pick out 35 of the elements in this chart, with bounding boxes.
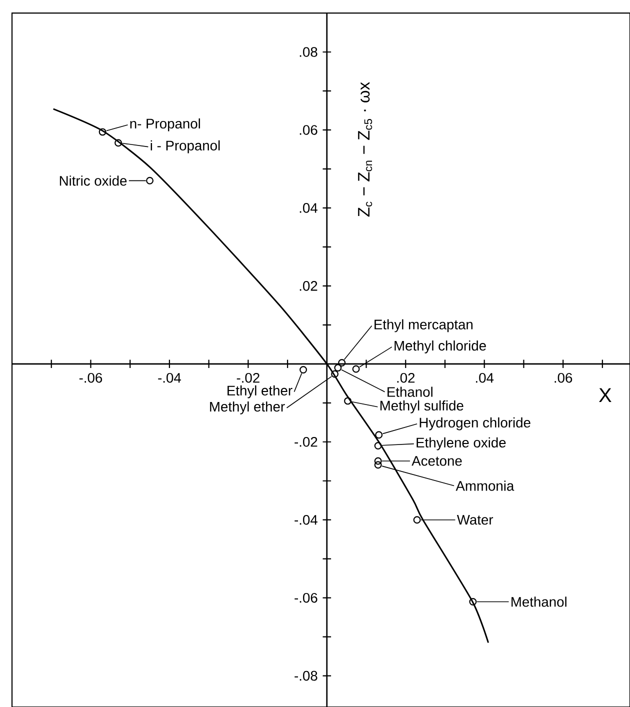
annotation: Methyl ether xyxy=(210,401,285,414)
y-tick-label: -.08 xyxy=(294,670,318,681)
x-tick-label: -.02 xyxy=(236,372,260,383)
x-tick-label: .04 xyxy=(476,372,494,383)
y-tick-label: -.06 xyxy=(294,592,318,603)
annotation: Methanol xyxy=(512,596,566,607)
point xyxy=(331,370,339,378)
x-tick-label: .02 xyxy=(397,372,415,383)
y-tick-label: .02 xyxy=(300,281,318,291)
y-axis-title: Z$_{c}$ − Z$_{cn}$ − Z$_{c5}$ · ωx xyxy=(358,82,372,217)
annotation: Methyl sulfide xyxy=(380,400,464,414)
y-tick-label: .08 xyxy=(300,47,318,57)
annotation: Ethanol xyxy=(388,386,432,397)
annotation: Water xyxy=(456,515,494,525)
point xyxy=(338,358,346,366)
annotation: Nitric oxide xyxy=(60,176,127,186)
x-tick-label: .06 xyxy=(554,372,572,383)
x-axis-title: X xyxy=(599,388,612,402)
annotation: Ethyl mercaptan xyxy=(374,319,472,332)
point xyxy=(300,366,308,374)
annotation: Ethylene oxide xyxy=(416,437,506,450)
annotation: Ammonia xyxy=(456,480,514,491)
annotation: Acetone xyxy=(412,456,462,466)
annotation: Methyl chloride xyxy=(394,340,486,354)
annotation: Ethyl ether xyxy=(228,385,292,398)
y-tick-label: .04 xyxy=(300,203,318,213)
annotation: Hydrogen chloride xyxy=(420,417,530,430)
y-tick-label: -.04 xyxy=(294,514,318,525)
annotation: n- Propanol xyxy=(130,118,200,132)
x-tick-label: -.06 xyxy=(79,372,102,383)
point xyxy=(146,176,154,184)
y-tick-label: .06 xyxy=(300,125,318,135)
x-tick-label: -.04 xyxy=(158,372,181,383)
y-tick-label: -.02 xyxy=(294,436,318,447)
annotation: i - Propanol xyxy=(150,140,220,154)
